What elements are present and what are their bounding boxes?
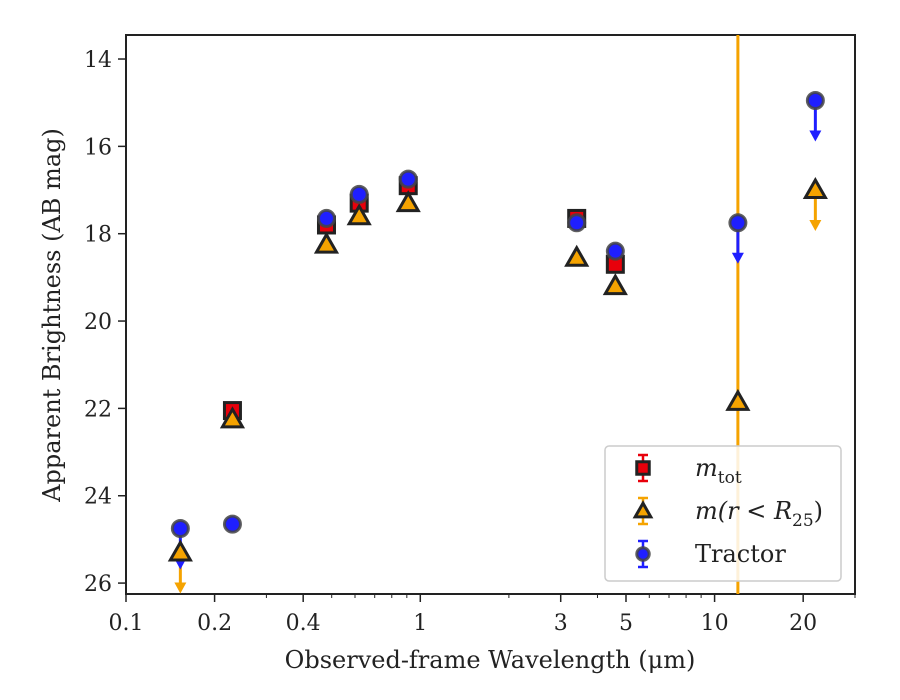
triangle-marker xyxy=(564,244,590,267)
circle-marker xyxy=(728,213,748,233)
triangle-marker xyxy=(395,190,421,213)
triangle-marker xyxy=(346,203,372,226)
triangle-marker xyxy=(313,231,340,254)
legend-entry: m(r < R25) xyxy=(632,496,823,531)
circle-marker xyxy=(398,169,418,189)
x-tick-label: 20 xyxy=(789,611,817,636)
y-tick-label: 16 xyxy=(84,135,112,160)
x-tick-label: 1 xyxy=(413,611,427,636)
legend-entry: Tractor xyxy=(635,539,786,569)
y-tick-label: 22 xyxy=(84,397,112,422)
legend: mtot m(r < R25) Tractor xyxy=(604,445,842,582)
x-tick-label: 10 xyxy=(701,611,729,636)
y-tick-label: 26 xyxy=(84,572,112,597)
y-tick-label: 18 xyxy=(84,223,112,248)
legend-box xyxy=(604,445,842,582)
y-tick-label: 24 xyxy=(84,485,112,510)
x-axis-ticks: 0.1 0.2 0.4 1 3 5 10 20 xyxy=(109,594,856,636)
legend-circle-icon xyxy=(635,546,651,562)
circle-marker xyxy=(567,213,587,233)
y-axis-label: Apparent Brightness (AB mag) xyxy=(38,128,66,503)
y-axis-ticks: 14 16 18 20 22 24 26 xyxy=(84,48,126,597)
plot-frame xyxy=(125,34,856,595)
legend-square-icon xyxy=(635,460,651,476)
y-tick-label: 14 xyxy=(84,48,112,73)
circle-marker xyxy=(349,184,369,204)
x-tick-label: 0.2 xyxy=(197,611,232,636)
triangle-marker xyxy=(602,273,628,296)
x-tick-label: 3 xyxy=(554,611,568,636)
legend-label: m(r < R25) xyxy=(695,497,823,531)
x-tick-label: 0.1 xyxy=(109,611,144,636)
triangle-marker xyxy=(802,177,828,200)
plot-border xyxy=(125,34,856,595)
circle-marker xyxy=(316,208,336,228)
circle-marker xyxy=(222,514,242,534)
legend-label: Tractor xyxy=(695,540,786,568)
circle-marker xyxy=(170,518,190,538)
circle-marker xyxy=(805,91,825,111)
legend-triangle-icon xyxy=(632,500,654,519)
circle-marker xyxy=(605,241,625,261)
x-axis-label: Observed-frame Wavelength (μm) xyxy=(285,646,696,674)
y-tick-label: 20 xyxy=(84,310,112,335)
legend-entry: mtot xyxy=(635,453,742,488)
triangle-marker xyxy=(167,539,193,562)
x-tick-label: 0.4 xyxy=(286,611,321,636)
triangle-marker xyxy=(219,406,246,429)
x-tick-label: 5 xyxy=(619,611,633,636)
data-marks xyxy=(167,35,828,594)
triangle-marker xyxy=(725,388,751,411)
legend-label: mtot xyxy=(695,454,742,488)
